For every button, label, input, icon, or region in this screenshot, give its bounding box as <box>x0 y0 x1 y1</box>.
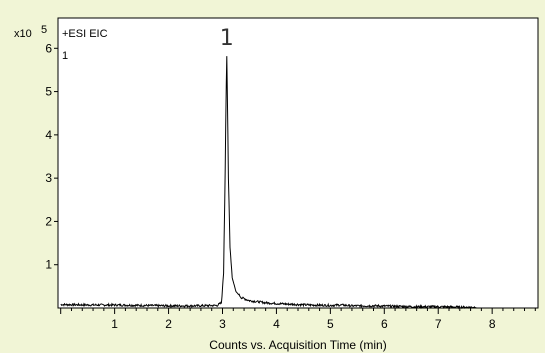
x-axis-label: Counts vs. Acquisition Time (min) <box>209 338 386 352</box>
peak-annotations: 1 <box>220 26 234 51</box>
x-tick-label: 7 <box>435 317 442 331</box>
x-tick-label: 2 <box>165 317 172 331</box>
series-label: +ESI EIC <box>62 28 108 40</box>
peak-label: 1 <box>220 26 234 51</box>
x-tick-label: 5 <box>327 317 334 331</box>
y-tick-label: 4 <box>45 128 52 142</box>
x-tick-label: 1 <box>111 317 118 331</box>
x-tick-label: 8 <box>489 317 496 331</box>
trace-index: 1 <box>62 50 68 62</box>
x-axis: 1 2 3 4 5 6 7 8 <box>60 308 536 331</box>
y-tick-label: 2 <box>45 214 52 228</box>
y-tick-label: 6 <box>45 41 52 55</box>
y-tick-label: 3 <box>45 171 52 185</box>
x-tick-label: 3 <box>219 317 226 331</box>
plot-frame <box>57 17 539 309</box>
x-tick-label: 6 <box>381 317 388 331</box>
y-axis: 1 2 3 4 5 6 <box>45 41 58 272</box>
chromatogram-trace <box>60 56 477 310</box>
y-tick-label: 5 <box>45 85 52 99</box>
y-tick-label: 1 <box>45 258 52 272</box>
y-multiplier: x10 5 <box>14 24 47 40</box>
x-tick-label: 4 <box>273 317 280 331</box>
y-multiplier-base: x10 <box>14 28 32 40</box>
y-multiplier-exponent: 5 <box>41 24 47 36</box>
